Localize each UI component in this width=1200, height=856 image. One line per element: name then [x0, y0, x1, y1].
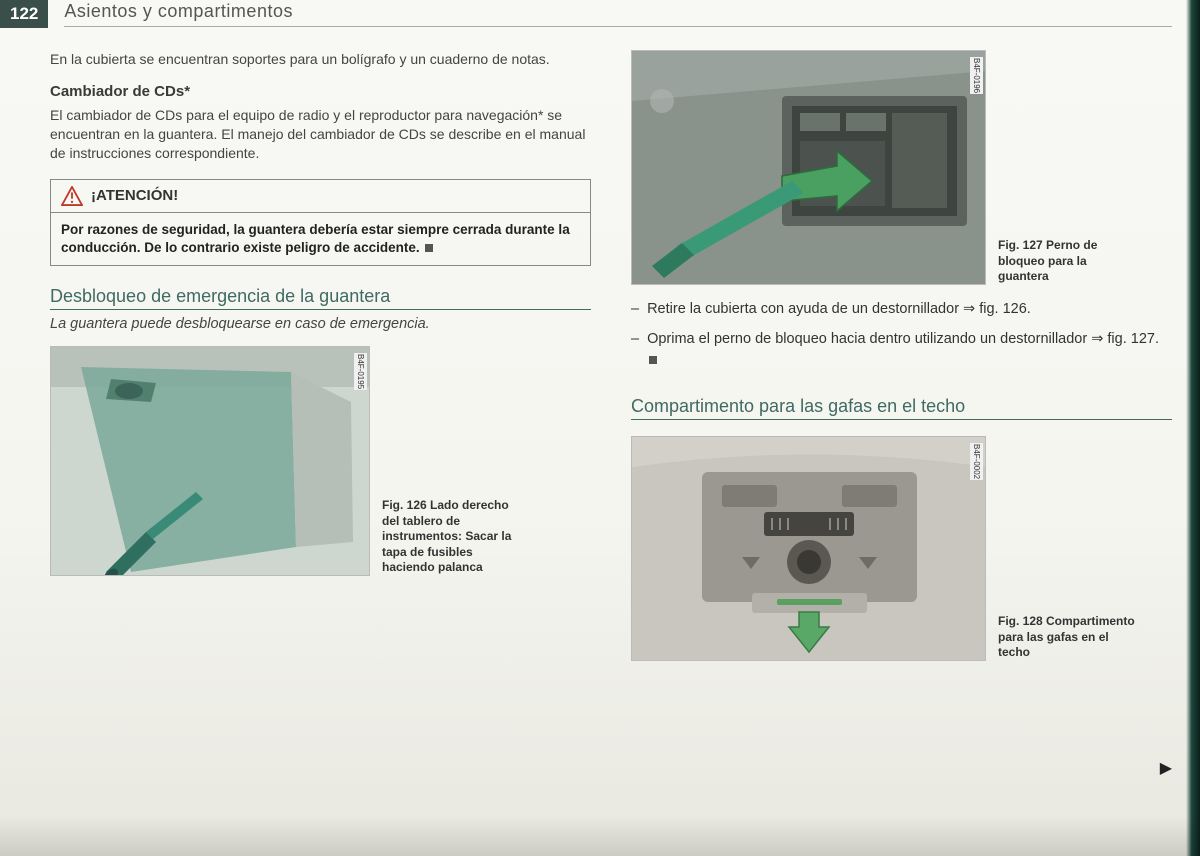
cd-paragraph: El cambiador de CDs para el equipo de ra… [50, 106, 591, 163]
book-spine-shadow [1186, 0, 1200, 856]
page-number: 122 [0, 0, 48, 28]
figure-127-image: B4F-0196 [631, 50, 986, 285]
figure-126-image: B4F-0195 [50, 346, 370, 576]
intro-paragraph: En la cubierta se encuentran soportes pa… [50, 50, 591, 69]
figure-127-block: B4F-0196 Fig. 127 Perno de bloqueo para … [631, 50, 1172, 285]
chapter-title: Asientos y compartimentos [64, 1, 1172, 27]
figure-126-caption: Fig. 126 Lado derecho del tablero de ins… [382, 498, 522, 576]
figure-126-block: B4F-0195 Fig. 126 Lado derecho del table… [50, 346, 591, 576]
figure-128-image: B4F-0002 [631, 436, 986, 661]
left-column: En la cubierta se encuentran soportes pa… [50, 50, 591, 675]
warning-triangle-icon [61, 186, 83, 206]
section-unlock-title: Desbloqueo de emergencia de la guantera [50, 286, 591, 310]
warning-text: Por razones de seguridad, la guantera de… [61, 222, 570, 255]
end-square-icon [649, 356, 657, 364]
figure-128-caption: Fig. 128 Compartimento para las gafas en… [998, 614, 1138, 661]
figure-128-code: B4F-0002 [970, 443, 983, 480]
step-1: – Retire la cubierta con ayuda de un des… [631, 299, 1172, 319]
warning-box: ¡ATENCIÓN! Por razones de seguridad, la … [50, 179, 591, 266]
figure-127-code: B4F-0196 [970, 57, 983, 94]
step-2-text: Oprima el perno de bloqueo hacia dentro … [647, 329, 1172, 370]
figure-127-caption: Fig. 127 Perno de bloqueo para la guante… [998, 238, 1138, 285]
bullet-dash-icon: – [631, 329, 639, 370]
warning-body: Por razones de seguridad, la guantera de… [51, 213, 590, 265]
content-columns: En la cubierta se encuentran soportes pa… [0, 50, 1172, 675]
step-2: – Oprima el perno de bloqueo hacia dentr… [631, 329, 1172, 370]
page-header: 122 Asientos y compartimentos [0, 0, 1172, 32]
cd-heading: Cambiador de CDs* [50, 83, 591, 100]
right-column: B4F-0196 Fig. 127 Perno de bloqueo para … [631, 50, 1172, 675]
page-bottom-shadow [0, 816, 1200, 856]
warning-header: ¡ATENCIÓN! [51, 180, 590, 213]
end-square-icon [425, 244, 433, 252]
figure-128-block: B4F-0002 Fig. 128 Compartimento para las… [631, 436, 1172, 661]
figure-126-code: B4F-0195 [354, 353, 367, 390]
section-unlock-subtitle: La guantera puede desbloquearse en caso … [50, 316, 591, 332]
bullet-dash-icon: – [631, 299, 639, 319]
section-glasses-title: Compartimento para las gafas en el techo [631, 396, 1172, 420]
continue-arrow-icon: ▶ [1160, 758, 1172, 778]
manual-page: 122 Asientos y compartimentos En la cubi… [0, 0, 1200, 856]
step-1-text: Retire la cubierta con ayuda de un desto… [647, 299, 1031, 319]
warning-label: ¡ATENCIÓN! [91, 187, 178, 204]
